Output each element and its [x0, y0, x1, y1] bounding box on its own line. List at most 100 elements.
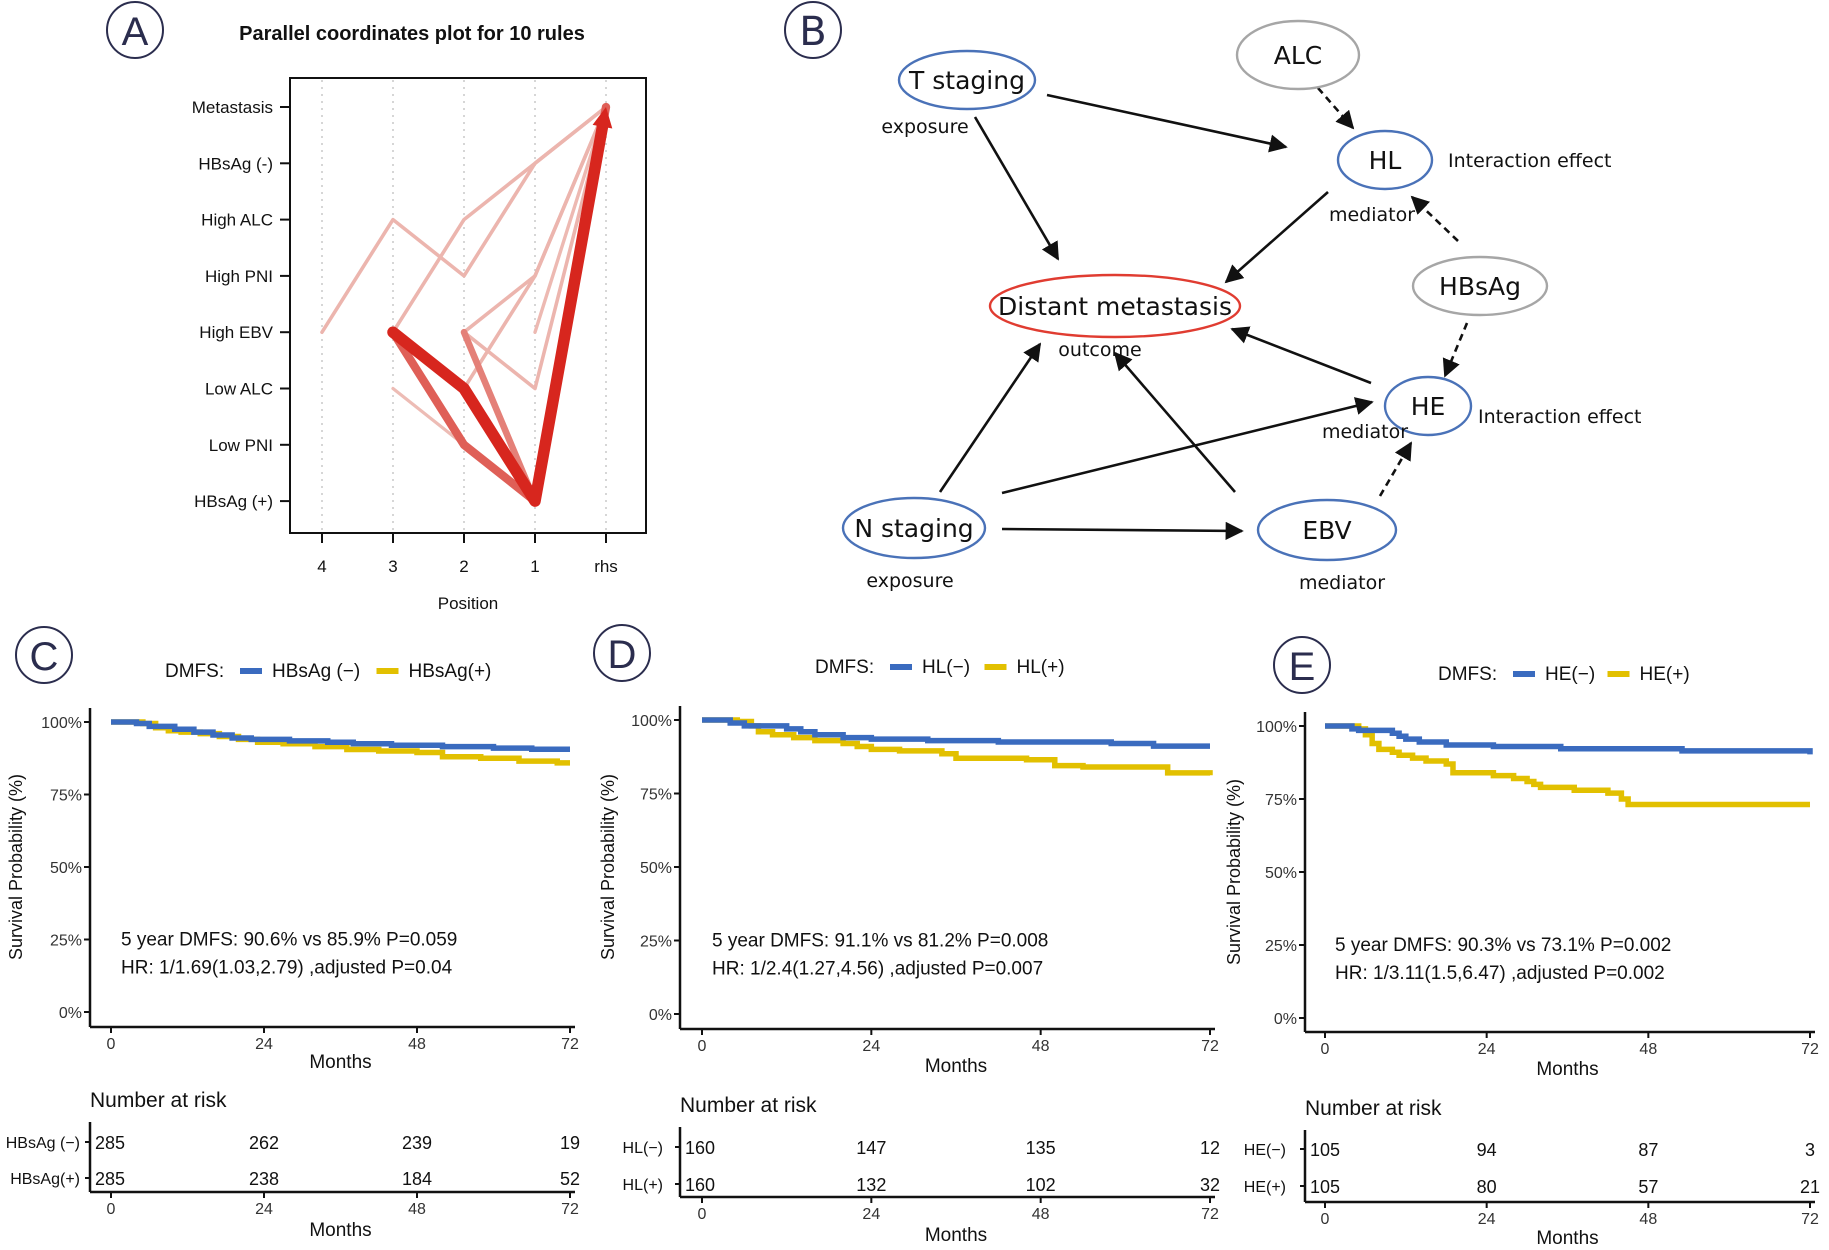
km-curve-positive: [702, 717, 1213, 776]
risk-x-tick-label: 24: [1478, 1211, 1496, 1228]
legend-label-positive: HL(+): [1017, 657, 1065, 678]
y-tick-label: High ALC: [201, 211, 273, 230]
dag-node-hl: HL mediator Interaction effect: [1329, 129, 1612, 226]
y-tick-label: Metastasis: [192, 98, 273, 117]
y-tick-label: HBsAg (-): [198, 154, 273, 173]
panel-letter-circle: [593, 624, 651, 682]
dag-node-role: outcome: [1058, 339, 1141, 361]
risk-x-axis-label: Months: [1536, 1228, 1598, 1249]
risk-table-title: Number at risk: [1305, 1097, 1442, 1120]
dag-node-label: EBV: [1302, 516, 1351, 545]
y-tick-label: 75%: [50, 788, 82, 805]
dag-edge-ebv-to-he: [1378, 441, 1413, 497]
dag-node-role: exposure: [881, 116, 968, 138]
dag-edge-alc-to-hl: [1317, 87, 1355, 130]
y-tick-label: Low PNI: [209, 436, 273, 455]
panel-a: A Parallel coordinates plot for 10 rules…: [106, 1, 647, 613]
dag-node-role: exposure: [866, 570, 953, 592]
panel-letter-circle: [15, 626, 73, 684]
risk-x-tick-label: 0: [107, 1201, 116, 1218]
risk-x-axis-label: Months: [925, 1225, 987, 1246]
risk-cell: 94: [1477, 1140, 1497, 1160]
dag-node-alc: ALC: [1235, 19, 1361, 91]
risk-cell: 52: [560, 1169, 580, 1189]
km-curve-negative: [111, 719, 570, 753]
parcoord-frame: [289, 77, 647, 534]
km-x-axis: 0 24 48 72 Months: [1305, 1030, 1819, 1080]
dag-edge-ebv-to-dm: [1113, 351, 1236, 493]
risk-row: HE(−) 105 94 87 3: [1244, 1140, 1815, 1160]
risk-cell: 262: [249, 1133, 279, 1153]
dag-edge-hbsag-to-he: [1442, 322, 1469, 378]
panel-d-km: D DMFS: HL(−) HL(+) 0% 25% 50% 75% 100% Survival …: [593, 624, 1220, 1246]
parcoord-grid: [321, 80, 607, 531]
risk-cell: 102: [1026, 1175, 1056, 1195]
y-tick-label: 0%: [649, 1007, 672, 1024]
parcoord-title: Parallel coordinates plot for 10 rules: [239, 23, 585, 45]
risk-cell: 12: [1200, 1138, 1220, 1158]
km-annotation: 5 year DMFS: 90.6% vs 85.9% P=0.059 HR: 1…: [121, 930, 457, 979]
dag-node-role: mediator: [1299, 572, 1385, 594]
km-curves: [1325, 723, 1813, 808]
dag-node-note: Interaction effect: [1448, 150, 1612, 172]
risk-x-tick-label: 24: [862, 1206, 880, 1223]
dag-node-shape: [1383, 375, 1473, 437]
annotation-line-2: HR: 1/3.11(1.5,6.47) ,adjusted P=0.002: [1335, 963, 1665, 984]
x-tick-label: 0: [107, 1036, 116, 1053]
km-legend: DMFS: HL(−) HL(+): [815, 657, 1065, 678]
annotation-line-2: HR: 1/1.69(1.03,2.79) ,adjusted P=0.04: [121, 958, 453, 979]
rule-line-5: [462, 105, 608, 391]
dag-node-role: mediator: [1329, 204, 1415, 226]
dag-node-label: ALC: [1274, 41, 1323, 70]
x-tick-label: 1: [530, 557, 539, 576]
dag-edge-n_staging-to-ebv: [1001, 521, 1244, 540]
risk-table: Number at risk HL(−) 160 147 135 12 HL(+) 160 13…: [623, 1094, 1220, 1246]
y-tick-label: 100%: [41, 715, 82, 732]
y-tick-label: High EBV: [199, 323, 273, 342]
dag-node-n_staging: N staging exposure: [841, 496, 987, 592]
dag-node-shape: [1256, 498, 1398, 562]
risk-x-tick-label: 24: [255, 1201, 273, 1218]
risk-cell: 105: [1310, 1140, 1340, 1160]
dag-edge-n_staging-to-dm: [938, 342, 1042, 493]
km-annotation: 5 year DMFS: 90.3% vs 73.1% P=0.002 HR: 1…: [1335, 935, 1671, 984]
dag-node-ebv: EBV mediator: [1256, 498, 1398, 594]
x-tick-label: rhs: [594, 557, 618, 576]
panel-letter-d: D: [593, 624, 651, 682]
risk-x-tick-label: 72: [1801, 1211, 1819, 1228]
panel-e-km: E DMFS: HE(−) HE(+) 0% 25% 50% 75% 100% Survival …: [1224, 636, 1820, 1249]
risk-cell: 238: [249, 1169, 279, 1189]
km-y-axis: 0% 25% 50% 75% 100% Survival Probability (%): [6, 708, 92, 1027]
risk-x-tick-label: 0: [698, 1206, 707, 1223]
y-tick-label: 50%: [640, 860, 672, 877]
dag-node-shape: [988, 273, 1242, 339]
dag-node-note: Interaction effect: [1478, 406, 1642, 428]
y-tick-label: 75%: [1265, 792, 1297, 809]
x-axis-label: Months: [309, 1052, 371, 1073]
panel-letter-c: C: [15, 626, 73, 684]
dag-node-label: HE: [1411, 392, 1446, 421]
y-axis-label: Survival Probability (%): [1224, 779, 1244, 965]
y-tick-label: 50%: [1265, 865, 1297, 882]
dag-node-t_staging: T staging exposure: [881, 49, 1037, 138]
y-tick-label: 0%: [1274, 1011, 1297, 1028]
risk-cell: 239: [402, 1133, 432, 1153]
km-annotation: 5 year DMFS: 91.1% vs 81.2% P=0.008 HR: 1…: [712, 931, 1048, 980]
y-tick-label: 25%: [640, 934, 672, 951]
legend-label-positive: HE(+): [1640, 664, 1690, 685]
risk-cell: 132: [856, 1175, 886, 1195]
panel-letter-text: C: [30, 635, 59, 679]
risk-cell: 105: [1310, 1177, 1340, 1197]
x-tick-label: 2: [459, 557, 468, 576]
risk-table: Number at risk HBsAg (−) 285 262 239 19 HBsAg(…: [6, 1089, 580, 1241]
risk-cell: 19: [560, 1133, 580, 1153]
risk-cell: 3: [1805, 1140, 1815, 1160]
risk-x-tick-label: 48: [1639, 1211, 1657, 1228]
risk-row-label: HBsAg (−): [6, 1135, 80, 1152]
risk-row-label: HL(−): [623, 1140, 663, 1157]
risk-row: HL(−) 160 147 135 12: [623, 1138, 1220, 1158]
y-tick-label: 25%: [50, 933, 82, 950]
risk-cell: 80: [1477, 1177, 1497, 1197]
